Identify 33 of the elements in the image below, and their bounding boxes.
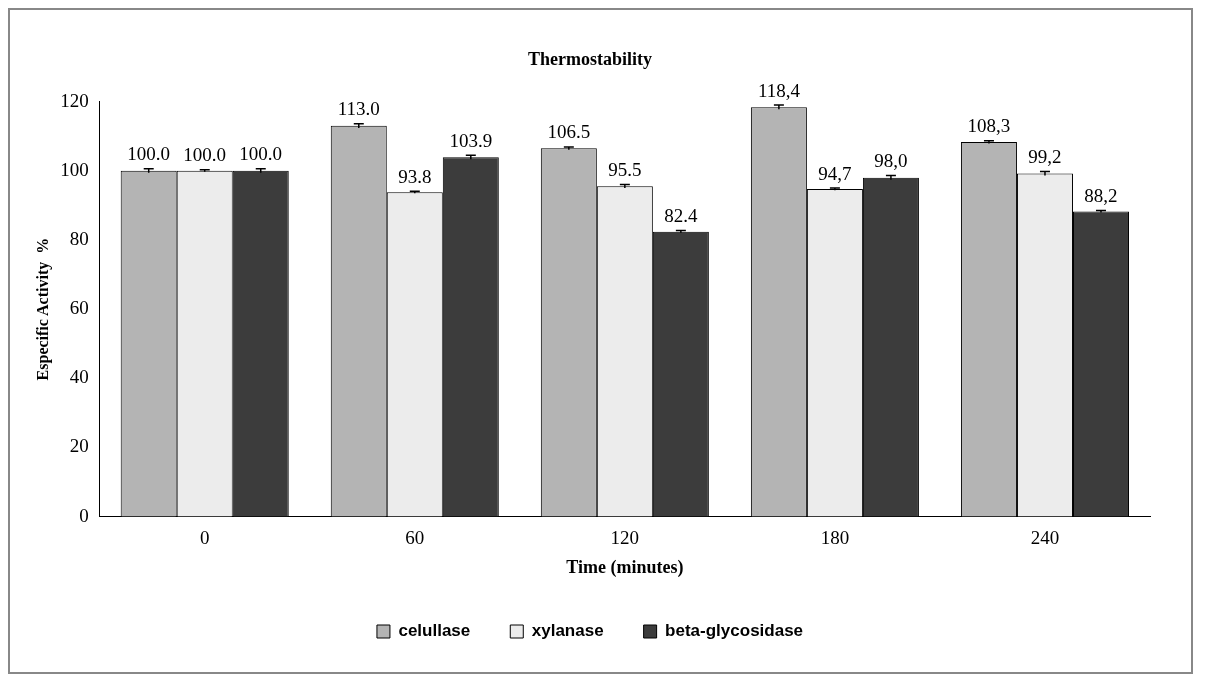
data-label: 100.0: [239, 143, 283, 165]
y-axis-title: Especific Activity %: [33, 237, 52, 381]
data-label: 100.0: [183, 144, 227, 166]
data-label: 106.5: [547, 121, 591, 143]
data-label: 95.5: [608, 159, 642, 181]
y-tick-label: 60: [69, 297, 89, 319]
x-tick-label: 180: [820, 526, 850, 548]
x-tick-label: 240: [1030, 526, 1060, 548]
y-tick-label: 120: [60, 89, 89, 111]
data-label: 94,7: [818, 162, 852, 184]
data-label: 118,4: [757, 79, 801, 101]
data-label: 82.4: [664, 205, 698, 227]
y-tick-label: 20: [69, 435, 89, 457]
data-label: 108,3: [967, 115, 1011, 137]
y-tick-label: 80: [69, 227, 89, 249]
y-tick-label: 40: [69, 366, 89, 388]
x-tick-label: 60: [405, 526, 425, 548]
data-label: 98,0: [874, 150, 908, 172]
legend-label: celullase: [398, 621, 471, 641]
data-label: 99,2: [1028, 145, 1062, 167]
x-tick-label: 120: [610, 526, 640, 548]
data-label: 103.9: [449, 129, 493, 151]
data-label: 113.0: [337, 98, 380, 120]
legend-label: xylanase: [531, 621, 604, 641]
legend-label: beta-glycosidase: [665, 621, 804, 641]
y-tick-label: 0: [79, 504, 89, 526]
x-axis-title: Time (minutes): [566, 556, 684, 578]
x-tick-label: 0: [199, 526, 210, 548]
chart-title: Thermostability: [528, 49, 652, 70]
data-label: 93.8: [398, 165, 432, 187]
data-label: 88,2: [1084, 185, 1118, 207]
y-tick-label: 100: [60, 158, 89, 180]
data-label: 100.0: [127, 143, 171, 165]
